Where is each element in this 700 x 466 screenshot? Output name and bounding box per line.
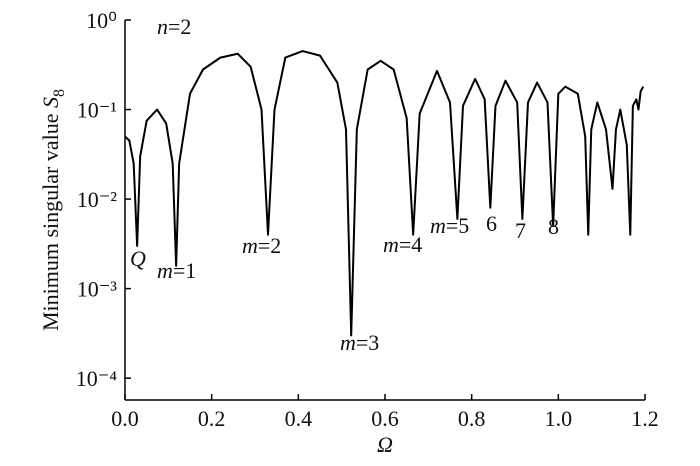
annotation-value: =1: [173, 258, 196, 283]
x-axis-label: Ω: [377, 432, 393, 457]
annotation: 7: [515, 218, 526, 243]
annotation: m=1: [157, 258, 196, 283]
y-tick-label: 10⁻¹: [77, 98, 117, 123]
annotation: n=2: [157, 14, 191, 39]
annotation-value: =5: [446, 213, 469, 238]
annotation: 6: [486, 211, 497, 236]
y-tick-label: 10⁰: [86, 8, 117, 33]
y-tick-label: 10⁻³: [77, 277, 118, 302]
y-label-symbol: S: [38, 97, 63, 108]
y-axis-label: Minimum singular value S8: [38, 89, 68, 331]
x-tick-label: 0.6: [371, 406, 399, 431]
y-tick-label: 10⁻²: [77, 187, 118, 212]
annotation: m=3: [340, 330, 379, 355]
annotation: m=4: [383, 232, 422, 257]
annotation-symbol: m: [242, 233, 258, 258]
x-tick-label: 0.8: [458, 406, 486, 431]
annotation-symbol: m: [340, 330, 356, 355]
x-tick-label: 1.0: [545, 406, 573, 431]
annotation: 8: [548, 214, 559, 239]
annotation-symbol: m: [383, 232, 399, 257]
annotation-value: =2: [258, 233, 281, 258]
x-tick-label: 0.2: [198, 406, 226, 431]
x-tick-label: 0.0: [111, 406, 139, 431]
annotation-value: =2: [168, 14, 191, 39]
annotation: m=5: [430, 213, 469, 238]
annotation-value: =3: [356, 330, 379, 355]
annotation: m=2: [242, 233, 281, 258]
annotation-symbol: m: [430, 213, 446, 238]
annotation: Q: [130, 246, 146, 271]
annotation-value: =4: [399, 232, 422, 257]
data-line: [124, 50, 645, 337]
y-tick-label: 10⁻⁴: [76, 366, 118, 391]
annotation-symbol: n: [157, 14, 168, 39]
annotation-symbol: m: [157, 258, 173, 283]
y-label-text: Minimum singular value: [38, 108, 63, 331]
y-label-subscript: 8: [51, 89, 68, 97]
x-tick-label: 0.4: [285, 406, 313, 431]
x-tick-label: 1.2: [631, 406, 659, 431]
